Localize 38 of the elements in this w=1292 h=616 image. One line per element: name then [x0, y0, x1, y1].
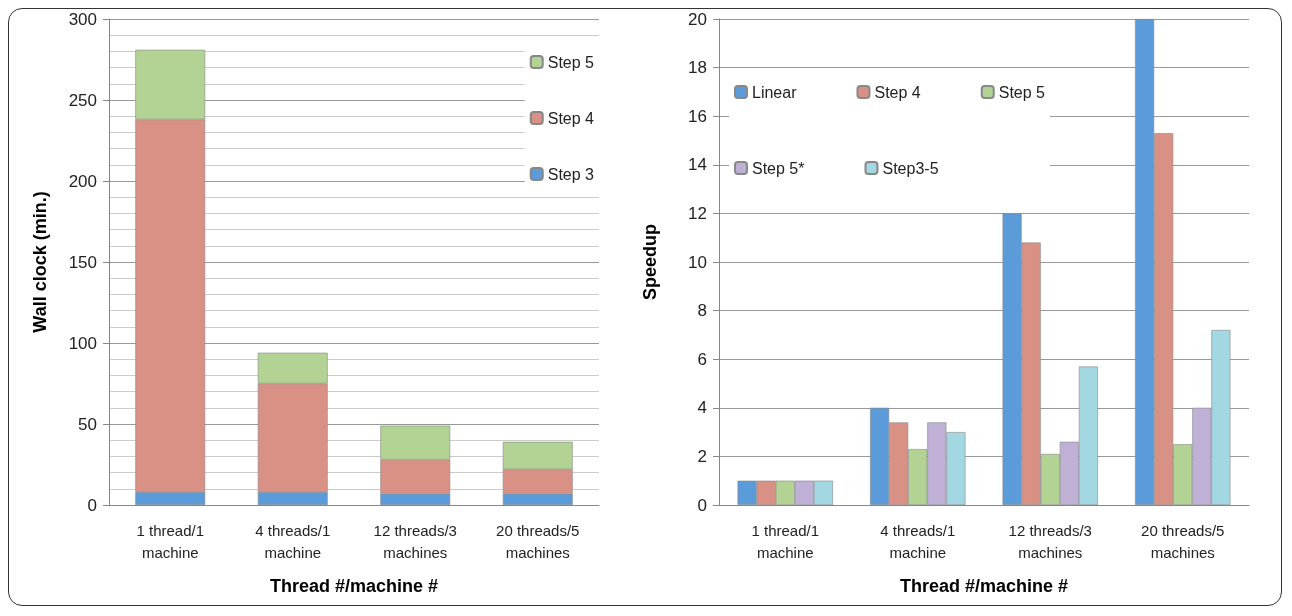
y-tick-label: 14: [688, 155, 707, 175]
y-axis-title: Speedup: [640, 223, 660, 301]
y-tick-label: 250: [68, 90, 97, 110]
x-tick-label: 4 threads/1 machine: [255, 521, 331, 561]
y-tick-label: 4: [697, 398, 707, 418]
legend-label: Step 3: [547, 165, 595, 183]
y-tick-label: 16: [688, 106, 707, 126]
x-tick-label: 4 threads/1 machine: [880, 521, 956, 561]
y-tick-label: 2: [697, 446, 707, 466]
x-axis-title: Thread #/machine #: [899, 576, 1069, 596]
legend-label: Step 4: [874, 83, 921, 101]
y-tick-label: 20: [688, 9, 707, 29]
legend-label: Step3-5: [882, 159, 939, 177]
y-tick-label: 100: [68, 333, 97, 353]
y-tick-label: 8: [697, 301, 707, 321]
y-tick-label: 0: [697, 495, 707, 515]
legend-label: Step 5*: [752, 159, 805, 177]
x-tick-label: 12 threads/3 machines: [373, 521, 457, 561]
y-tick-label: 300: [68, 9, 97, 29]
x-tick-label: 20 threads/5 machines: [1141, 521, 1225, 561]
y-tick-label: 200: [68, 171, 97, 191]
y-tick-label: 12: [688, 203, 707, 223]
y-tick-label: 18: [688, 58, 707, 78]
y-axis-title: Wall clock (min.): [30, 191, 50, 333]
x-tick-label: 20 threads/5 machines: [496, 521, 580, 561]
legend-label: Linear: [752, 83, 798, 101]
legend-label: Step 5: [547, 53, 595, 71]
x-axis-title: Thread #/machine #: [269, 576, 439, 596]
x-tick-label: 12 threads/3 machines: [1008, 521, 1092, 561]
y-tick-label: 6: [697, 349, 707, 369]
legend-label: Step 5: [998, 83, 1046, 101]
y-tick-label: 150: [68, 252, 97, 272]
y-tick-label: 10: [688, 252, 707, 272]
x-tick-label: 1 thread/1 machine: [751, 521, 820, 561]
y-tick-label: 50: [78, 414, 97, 434]
legend-label: Step 4: [547, 109, 595, 127]
x-tick-label: 1 thread/1 machine: [136, 521, 205, 561]
y-tick-label: 0: [87, 495, 97, 515]
